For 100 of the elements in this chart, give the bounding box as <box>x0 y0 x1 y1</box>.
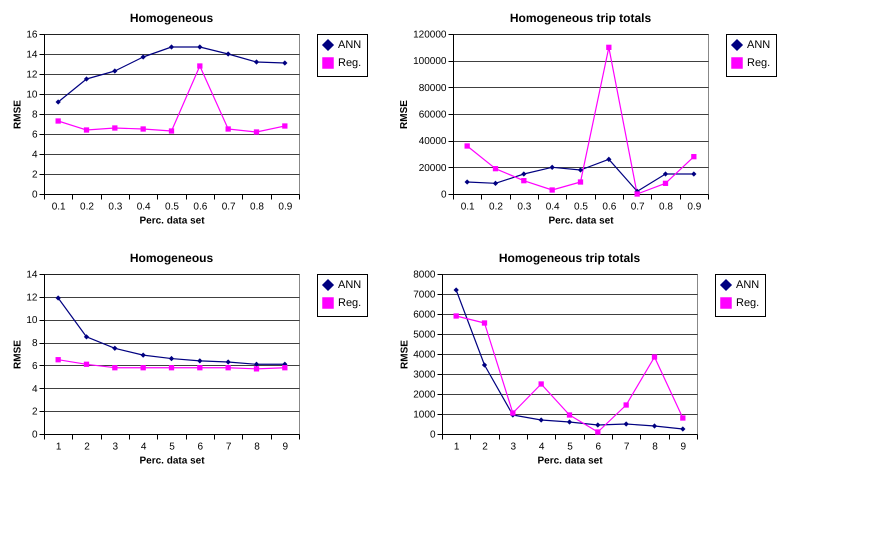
y-tick-label: 100000 <box>413 56 447 68</box>
x-tick-label: 5 <box>169 442 176 452</box>
x-tick-label: 1 <box>56 442 62 452</box>
x-tick-label: 0.2 <box>489 202 504 212</box>
y-tick-label: 3000 <box>413 370 436 380</box>
y-tick-label: 5000 <box>413 330 436 340</box>
x-tick-label: 5 <box>567 442 574 452</box>
x-tick-label: 0.4 <box>546 202 560 212</box>
y-axis-title: RMSE <box>12 100 24 129</box>
point <box>595 429 600 435</box>
legend-label: ANN <box>338 39 362 51</box>
x-tick-label: 0.6 <box>193 202 208 212</box>
x-tick-label: 0.8 <box>250 202 264 212</box>
point <box>168 356 174 362</box>
x-tick-label: 9 <box>680 442 687 452</box>
point <box>282 123 288 129</box>
chart-title: Homogeneous <box>130 251 214 265</box>
point <box>550 164 555 170</box>
y-tick-label: 6 <box>32 130 38 140</box>
point <box>84 76 90 82</box>
point <box>482 362 488 368</box>
x-tick-label: 7 <box>624 442 630 452</box>
point <box>691 154 696 160</box>
x-tick-label: 9 <box>282 442 289 452</box>
x-axis-title: Perc. data set <box>139 216 206 226</box>
x-tick-label: 3 <box>112 442 119 452</box>
y-axis-title: RMSE <box>399 340 410 369</box>
point <box>197 358 202 364</box>
y-tick-label: 20000 <box>418 162 447 174</box>
legend-label: ANN <box>338 279 362 291</box>
x-tick-label: 8 <box>652 442 658 452</box>
point <box>606 44 612 50</box>
point <box>168 44 174 50</box>
y-tick-label: 14 <box>26 50 38 60</box>
point <box>197 63 202 69</box>
x-tick-label: 0.7 <box>630 202 646 212</box>
y-tick-label: 0 <box>32 190 38 200</box>
point <box>680 415 686 421</box>
x-tick-label: 4 <box>538 442 545 452</box>
y-tick-label: 2000 <box>413 390 436 400</box>
point <box>606 156 612 162</box>
y-tick-label: 6000 <box>413 310 436 320</box>
x-tick-label: 0.9 <box>687 202 702 212</box>
y-tick-label: 7000 <box>413 290 436 300</box>
x-tick-label: 3 <box>510 442 517 452</box>
x-tick-label: 0.3 <box>108 202 123 212</box>
y-tick-label: 6 <box>32 360 38 372</box>
point <box>464 143 470 149</box>
point <box>112 125 118 131</box>
y-axis-title: RMSE <box>12 340 24 369</box>
point <box>624 402 629 408</box>
x-tick-label: 0.1 <box>52 202 66 212</box>
y-tick-label: 14 <box>26 270 38 280</box>
y-tick-label: 4 <box>32 150 38 160</box>
point <box>254 59 260 65</box>
point <box>140 365 146 370</box>
x-tick-label: 4 <box>140 442 147 452</box>
chart-title: Homogeneous <box>130 11 214 25</box>
x-tick-label: 0.7 <box>222 202 236 212</box>
chart-title: Homogeneous trip totals <box>510 11 652 25</box>
point <box>197 365 202 370</box>
point <box>538 381 544 387</box>
point <box>84 362 90 367</box>
x-tick-label: 0.4 <box>136 202 152 212</box>
x-tick-label: 0.2 <box>80 202 94 212</box>
y-tick-label: 1000 <box>413 410 436 420</box>
y-tick-label: 4000 <box>413 350 436 360</box>
y-tick-label: 2 <box>32 406 38 418</box>
y-tick-label: 16 <box>26 30 38 40</box>
y-tick-label: 0 <box>440 190 447 200</box>
y-axis-title: RMSE <box>399 100 410 129</box>
point <box>521 178 526 184</box>
y-tick-label: 10 <box>26 90 38 100</box>
point <box>168 365 174 370</box>
point <box>112 346 118 351</box>
x-tick-label: 0.9 <box>278 202 293 212</box>
x-tick-label: 0.6 <box>602 202 617 212</box>
y-tick-label: 12 <box>26 292 38 304</box>
y-tick-label: 8 <box>32 110 38 120</box>
y-tick-label: 10 <box>26 315 38 326</box>
y-tick-label: 2 <box>32 170 38 180</box>
legend-label: Reg. <box>736 297 760 309</box>
x-tick-label: 6 <box>198 442 204 452</box>
x-axis-title: Perc. data set <box>537 456 604 466</box>
point <box>550 187 555 193</box>
y-tick-label: 40000 <box>418 136 447 148</box>
x-tick-label: 0.5 <box>165 202 180 212</box>
legend-label: Reg. <box>747 57 770 69</box>
legend-label: Reg. <box>338 297 362 309</box>
chart-title: Homogeneous trip totals <box>498 251 640 265</box>
legend-label: Reg. <box>338 57 362 69</box>
point <box>652 423 658 429</box>
point <box>56 357 61 362</box>
point <box>140 352 146 358</box>
y-tick-label: 120000 <box>413 30 447 40</box>
x-tick-label: 1 <box>454 442 460 452</box>
y-tick-label: 0 <box>32 430 38 440</box>
point <box>566 419 572 425</box>
y-tick-label: 0 <box>430 430 436 440</box>
point <box>634 191 640 197</box>
